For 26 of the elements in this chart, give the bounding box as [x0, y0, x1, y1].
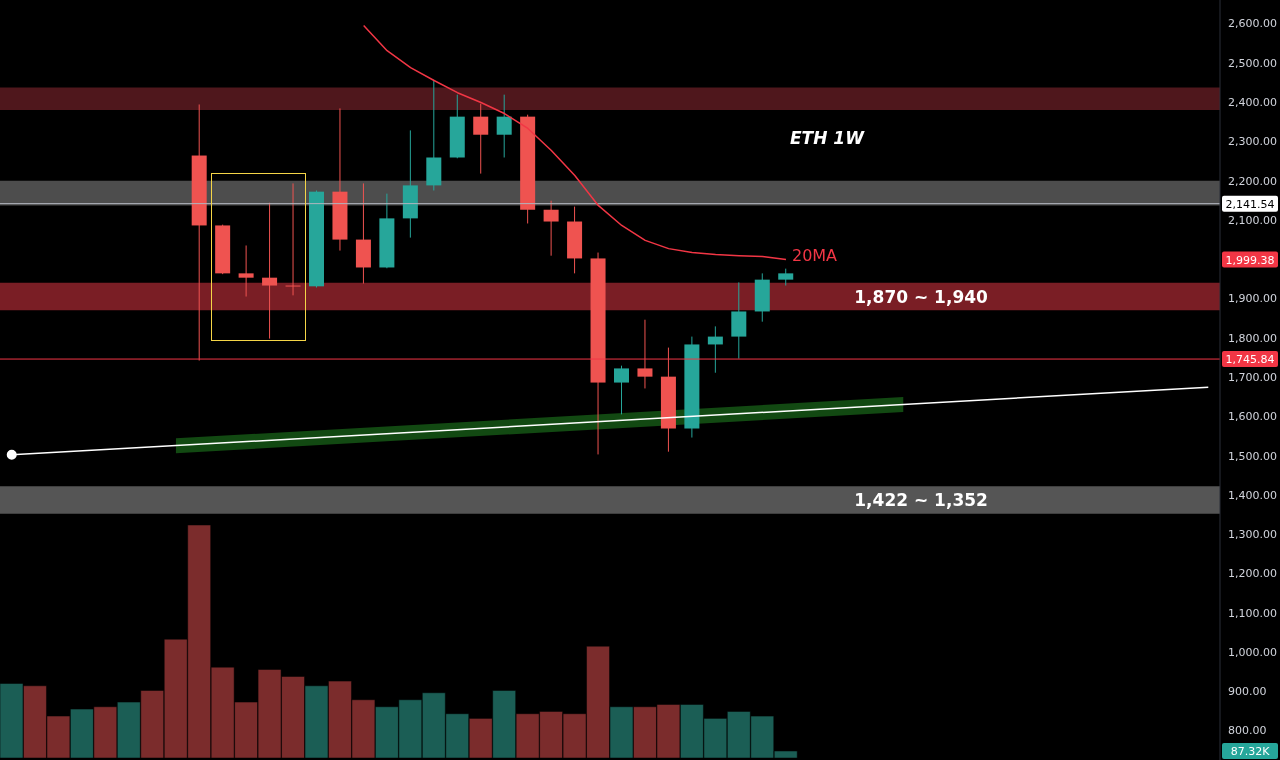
y-tick-label: 800.00 [1228, 724, 1267, 738]
y-tick-label: 1,700.00 [1228, 370, 1277, 384]
y-tick-label: 2,100.00 [1228, 213, 1277, 227]
y-tick-label: 1,900.00 [1228, 292, 1277, 306]
y-tick-label: 2,400.00 [1228, 96, 1277, 110]
y-tick-label: 900.00 [1228, 685, 1267, 699]
ref-line-label: 2,141.54 [1225, 197, 1275, 211]
text: ETH 1W [790, 128, 864, 148]
y-tick-label: 1,100.00 [1228, 606, 1277, 620]
y-tick-label: 1,000.00 [1228, 645, 1277, 659]
y-tick-label: 2,200.00 [1228, 174, 1277, 188]
series-label: 20MA [791, 245, 838, 265]
y-tick-label: 2,500.00 [1228, 56, 1277, 70]
y-tick-label: 1,800.00 [1228, 331, 1277, 345]
text: 1,999.38 [1225, 253, 1275, 267]
y-tick-label: 2,300.00 [1228, 135, 1277, 149]
y-tick-label: 1,200.00 [1228, 567, 1277, 581]
band-label: 1,422 ~ 1,352 [854, 489, 988, 510]
text: 87.32K [1230, 745, 1271, 758]
y-tick-label: 1,300.00 [1228, 528, 1277, 542]
band-label: 1,870 ~ 1,940 [854, 286, 989, 307]
y-tick-label: 1,500.00 [1228, 449, 1277, 463]
y-tick-label: 1,400.00 [1228, 488, 1277, 502]
y-tick-label: 1,600.00 [1228, 410, 1277, 424]
y-tick-label: 2,600.00 [1228, 17, 1277, 31]
ref-line-label: 1,745.84 [1225, 353, 1275, 367]
